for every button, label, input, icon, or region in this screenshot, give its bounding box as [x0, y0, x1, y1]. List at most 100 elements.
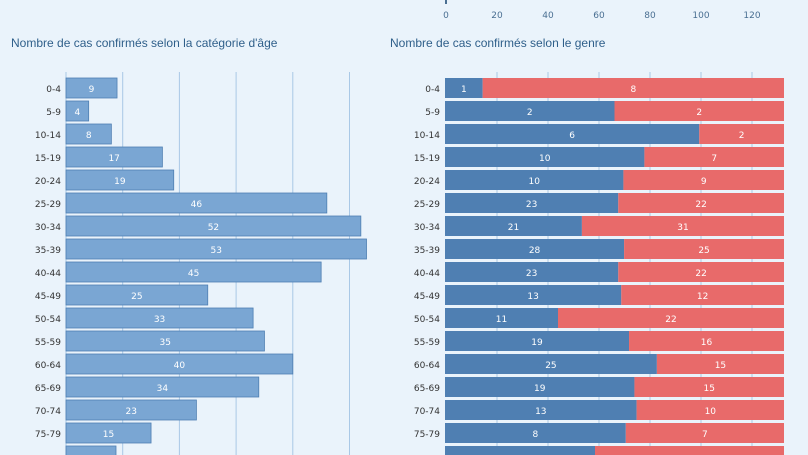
- gender-category-label: 50-54: [414, 315, 440, 325]
- gender-bar-series1: [445, 377, 635, 397]
- gender-bar-series2: [629, 331, 784, 351]
- gender-bar-series1: [445, 423, 626, 443]
- age-category-label: 20-24: [35, 177, 61, 187]
- gender-value-series1: 13: [527, 292, 538, 302]
- gender-bar-series1: [445, 262, 619, 282]
- gender-value-series2: 2: [696, 108, 702, 118]
- age-category-label: 70-74: [35, 407, 61, 417]
- gender-bar-series1: [445, 78, 483, 98]
- gender-bar-series1: [445, 239, 625, 259]
- gender-bar-series2: [558, 308, 784, 328]
- gender-bar-series2: [656, 354, 784, 374]
- gender-value-series1: 2: [527, 108, 533, 118]
- age-bar: [65, 238, 367, 260]
- gender-category-label: 60-64: [414, 361, 440, 371]
- gender-value-series2: 9: [701, 177, 707, 187]
- age-bar-value: 23: [125, 407, 136, 417]
- gender-value-series2: 10: [705, 407, 717, 417]
- age-bar-value: 9: [89, 85, 95, 95]
- gender-bar-series2: [581, 216, 784, 236]
- gender-bar-series2: [625, 423, 784, 443]
- age-category-label: 10-14: [35, 131, 61, 141]
- age-bar-value: 33: [154, 315, 165, 325]
- top-axis-tick: 40: [542, 11, 554, 21]
- gender-category-label: 20-24: [414, 177, 440, 187]
- age-bar-value: 19: [114, 177, 126, 187]
- age-bar-value: 15: [103, 430, 114, 440]
- top-axis-tick: 80: [644, 11, 656, 21]
- gender-value-series1: 23: [526, 200, 537, 210]
- gender-value-series1: 10: [528, 177, 540, 187]
- gender-value-series1: 21: [508, 223, 519, 233]
- age-bar-value: 52: [208, 223, 219, 233]
- gender-bar-series1: [445, 331, 630, 351]
- gender-value-series2: 15: [715, 361, 726, 371]
- age-bar: [65, 376, 260, 398]
- gender-bar-series2: [618, 262, 784, 282]
- age-bar-value: 17: [108, 154, 119, 164]
- age-category-label: 50-54: [35, 315, 61, 325]
- age-bar: [65, 77, 118, 99]
- age-bar: [65, 353, 294, 375]
- age-bar-value: 45: [188, 269, 199, 279]
- age-bar-partial: [65, 445, 117, 455]
- gender-bar-series1: [445, 101, 615, 121]
- gender-bar-series2: [624, 239, 784, 259]
- gender-value-series2: 15: [703, 384, 714, 394]
- gender-category-label: 10-14: [414, 131, 440, 141]
- gender-bar-series2: [618, 193, 784, 213]
- gender-bar-series1: [445, 216, 582, 236]
- age-category-label: 45-49: [35, 292, 61, 302]
- gender-category-label: 0-4: [425, 85, 440, 95]
- age-category-label: 60-64: [35, 361, 61, 371]
- age-bar: [65, 215, 362, 237]
- age-bar: [65, 284, 209, 306]
- gender-value-series2: 25: [698, 246, 709, 256]
- age-category-label: 35-39: [35, 246, 61, 256]
- age-bar: [65, 146, 163, 168]
- gender-category-label: 55-59: [414, 338, 440, 348]
- gender-bar-partial-2: [595, 446, 784, 455]
- gender-value-series2: 7: [702, 430, 708, 440]
- gender-bar-series2: [482, 78, 784, 98]
- gender-bar-series1: [445, 193, 619, 213]
- gender-category-label: 40-44: [414, 269, 440, 279]
- gender-category-label: 30-34: [414, 223, 440, 233]
- gender-category-label: 45-49: [414, 292, 440, 302]
- gender-category-label: 15-19: [414, 154, 440, 164]
- age-bar: [65, 330, 265, 352]
- gender-value-series2: 22: [665, 315, 676, 325]
- age-bar-value: 4: [74, 108, 80, 118]
- age-category-label: 25-29: [35, 200, 61, 210]
- gender-bar-series2: [614, 101, 784, 121]
- gender-bar-series1: [445, 124, 700, 144]
- gender-value-series1: 19: [534, 384, 546, 394]
- gender-value-series1: 1: [461, 85, 467, 95]
- top-axis-tick: 20: [491, 11, 503, 21]
- gender-value-series1: 6: [569, 131, 575, 141]
- gender-value-series1: 8: [533, 430, 539, 440]
- gender-bar-series2: [636, 400, 784, 420]
- age-chart-title: Nombre de cas confirmés selon la catégor…: [11, 36, 278, 50]
- top-axis-tick: 60: [593, 11, 605, 21]
- gender-value-series2: 12: [697, 292, 708, 302]
- age-bar-value: 46: [191, 200, 203, 210]
- gender-value-series2: 22: [695, 200, 706, 210]
- gender-value-series1: 10: [539, 154, 551, 164]
- age-bar: [65, 100, 90, 122]
- top-axis-tick: 120: [743, 11, 760, 21]
- gender-chart-title: Nombre de cas confirmés selon le genre: [390, 36, 606, 50]
- gender-bar-series1: [445, 285, 622, 305]
- age-category-label: 75-79: [35, 430, 61, 440]
- top-axis-tick: 100: [692, 11, 709, 21]
- age-bar: [65, 422, 152, 444]
- gender-category-label: 75-79: [414, 430, 440, 440]
- age-category-label: 40-44: [35, 269, 61, 279]
- age-bar: [65, 307, 254, 329]
- gender-bar-series2: [644, 147, 784, 167]
- age-bar: [65, 399, 197, 421]
- gender-category-label: 35-39: [414, 246, 440, 256]
- age-category-label: 65-69: [35, 384, 61, 394]
- age-category-label: 55-59: [35, 338, 61, 348]
- age-category-label: 5-9: [46, 108, 61, 118]
